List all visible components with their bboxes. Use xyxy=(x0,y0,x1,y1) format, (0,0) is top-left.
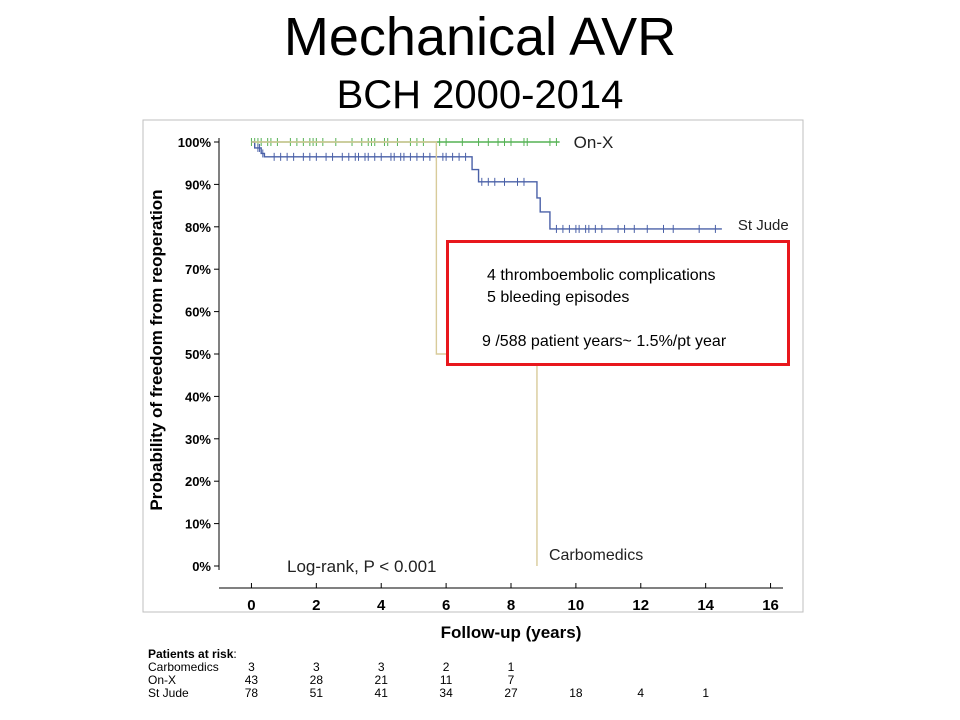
series-label: On-X xyxy=(574,133,614,152)
complications-callout: 4 thromboembolic complications 5 bleedin… xyxy=(446,240,790,366)
risk-count: 1 xyxy=(702,686,709,700)
x-tick-label: 8 xyxy=(507,597,515,614)
risk-count: 7 xyxy=(507,673,515,687)
y-tick-label: 10% xyxy=(185,517,211,532)
risk-count: 78 xyxy=(244,686,259,700)
x-tick-label: 4 xyxy=(377,597,386,614)
slide-title: Mechanical AVR xyxy=(283,7,677,67)
risk-count: 41 xyxy=(374,686,388,700)
risk-count: 11 xyxy=(439,673,453,687)
survival-curve xyxy=(251,141,538,566)
risk-row-label: Carbomedics xyxy=(148,660,219,674)
x-tick-label: 2 xyxy=(312,597,320,614)
risk-table-heading: Patients at risk: xyxy=(148,647,237,661)
callout-line-bleeding: 5 bleeding episodes xyxy=(487,289,630,306)
series-label: Carbomedics xyxy=(549,547,643,564)
y-tick-label: 30% xyxy=(185,432,211,447)
series-st-jude: St Jude xyxy=(251,141,789,234)
series-label: St Jude xyxy=(738,217,789,234)
y-tick-label: 60% xyxy=(185,305,211,320)
slide-subtitle: BCH 2000-2014 xyxy=(336,73,624,117)
risk-count: 27 xyxy=(504,686,518,700)
risk-count: 18 xyxy=(569,686,583,700)
y-tick-label: 0% xyxy=(192,559,211,574)
y-axis-label: Probability of freedom from reoperation xyxy=(147,189,166,510)
y-tick-label: 20% xyxy=(185,474,211,489)
x-tick-label: 14 xyxy=(697,597,714,614)
survival-curve xyxy=(251,141,722,230)
chart-axes: 0% 10% 20% 30% 40% 50% 60% 70% 80% 90% 100% 0 2 4 6 8 10… xyxy=(178,135,783,614)
risk-count: 3 xyxy=(248,660,255,674)
y-tick-label: 70% xyxy=(185,262,211,277)
risk-count: 4 xyxy=(637,686,645,700)
x-axis-label: Follow-up (years) xyxy=(441,623,582,642)
risk-count: 2 xyxy=(442,660,450,674)
x-tick-label: 6 xyxy=(442,597,450,614)
risk-count: 1 xyxy=(507,660,515,674)
y-tick-label: 80% xyxy=(185,220,211,235)
chart-frame xyxy=(142,119,804,613)
y-tick-label: 40% xyxy=(185,389,211,404)
callout-line-rate: 9 /588 patient years~ 1.5%/pt year xyxy=(482,333,727,350)
chart-series: On-X St Jude Carbomedics xyxy=(250,133,789,566)
series-carbomedics: Carbomedics xyxy=(251,141,643,566)
risk-count: 3 xyxy=(377,660,385,674)
risk-count: 28 xyxy=(309,673,323,687)
y-tick-label: 100% xyxy=(178,135,212,150)
risk-count: 43 xyxy=(244,673,259,687)
callout-line-thromboembolic: 4 thromboembolic complications xyxy=(487,267,716,284)
y-tick-label: 50% xyxy=(185,347,211,362)
risk-row-label: St Jude xyxy=(148,686,189,700)
x-tick-label: 0 xyxy=(247,597,255,614)
x-tick-label: 16 xyxy=(762,597,779,614)
risk-count: 51 xyxy=(309,686,323,700)
y-tick-label: 90% xyxy=(185,177,211,192)
risk-count: 3 xyxy=(312,660,320,674)
log-rank-annotation: Log-rank, P < 0.001 xyxy=(287,557,437,576)
risk-row-label: On-X xyxy=(148,673,177,687)
x-tick-label: 12 xyxy=(632,597,649,614)
risk-count: 21 xyxy=(374,673,388,687)
x-tick-label: 10 xyxy=(568,597,585,614)
risk-count: 34 xyxy=(439,686,453,700)
